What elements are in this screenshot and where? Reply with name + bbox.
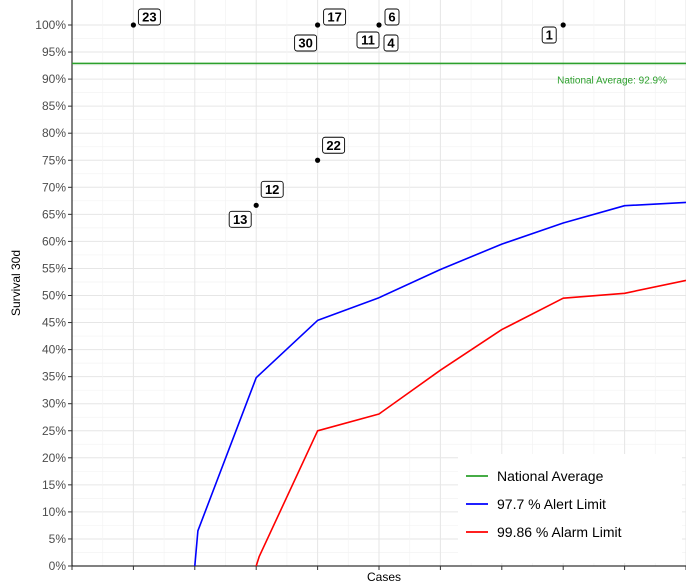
y-tick-label: 80%: [42, 126, 66, 140]
y-tick-label: 50%: [42, 289, 66, 303]
y-tick-label: 5%: [49, 532, 67, 546]
data-point-label: 17: [327, 10, 341, 25]
y-axis: 0% 5% 10% 15% 20% 25% 30% 35% 40% 45% 50% 55% 60% 65%…: [35, 0, 73, 573]
legend-box: [458, 454, 682, 563]
data-point-label: 30: [298, 36, 312, 51]
y-axis-title: Survival 30d: [9, 250, 23, 316]
y-tick-label: 75%: [42, 153, 66, 167]
data-point-label-box: [541, 26, 557, 44]
data-point-label-box: [137, 8, 161, 26]
alert-limit-line: [194, 201, 686, 567]
alarm-limit-line: [255, 279, 686, 567]
data-point-label: 6: [388, 10, 395, 25]
y-tick-label: 85%: [42, 99, 66, 113]
y-tick-label: 90%: [42, 72, 66, 86]
data-point-label: 13: [233, 212, 247, 227]
y-tick-label: 100%: [35, 18, 66, 32]
data-point-label: 4: [387, 36, 395, 51]
legend-label: National Average: [497, 468, 604, 484]
legend: National Average 97.7 % Alert Limit 99.86 …: [458, 454, 682, 563]
y-tick-label: 60%: [42, 234, 66, 248]
limit-series: [194, 201, 686, 567]
legend-label: 99.86 % Alarm Limit: [497, 524, 622, 540]
y-tick-label: 10%: [42, 505, 66, 519]
data-point-label: 12: [265, 182, 279, 197]
reference-label: National Average: 92.9%: [557, 75, 667, 86]
legend-label: 97.7 % Alert Limit: [497, 496, 606, 512]
y-tick-label: 65%: [42, 207, 66, 221]
y-tick-label: 70%: [42, 180, 66, 194]
y-tick-label: 20%: [42, 451, 66, 465]
data-point-label: 22: [326, 138, 340, 153]
data-point-label-box: [228, 210, 252, 228]
data-point: [560, 22, 566, 28]
y-tick-label: 40%: [42, 343, 66, 357]
national-average-line: National Average: 92.9%: [72, 62, 686, 86]
data-point: [130, 22, 136, 28]
y-tick-label: 35%: [42, 370, 66, 384]
data-point: [315, 157, 321, 163]
y-tick-label: 45%: [42, 316, 66, 330]
data-point-label-box: [323, 8, 347, 26]
y-tick-label: 25%: [42, 424, 66, 438]
data-point-label-box: [322, 136, 346, 154]
data-point-label-box: [383, 34, 399, 52]
x-axis: [71, 565, 686, 570]
data-point: [376, 22, 382, 28]
data-point-label: 1: [546, 28, 553, 43]
y-tick-label: 15%: [42, 478, 66, 492]
data-point-label-box: [294, 34, 318, 52]
data-point-label-box: [384, 8, 400, 26]
data-point: [253, 202, 259, 208]
y-tick-label: 55%: [42, 261, 66, 275]
data-point-label-box: [356, 31, 380, 49]
data-points: 23 17 30 6 11 4 1 22 12 13: [130, 8, 566, 228]
data-point-label-box: [260, 180, 284, 198]
data-point: [315, 22, 321, 28]
data-point-label: 11: [361, 33, 375, 48]
x-axis-title: Cases: [367, 570, 401, 584]
y-tick-label: 0%: [49, 559, 67, 573]
grid: [71, 0, 686, 567]
data-point-label: 23: [142, 10, 156, 25]
y-tick-label: 30%: [42, 397, 66, 411]
y-tick-label: 95%: [42, 45, 66, 59]
